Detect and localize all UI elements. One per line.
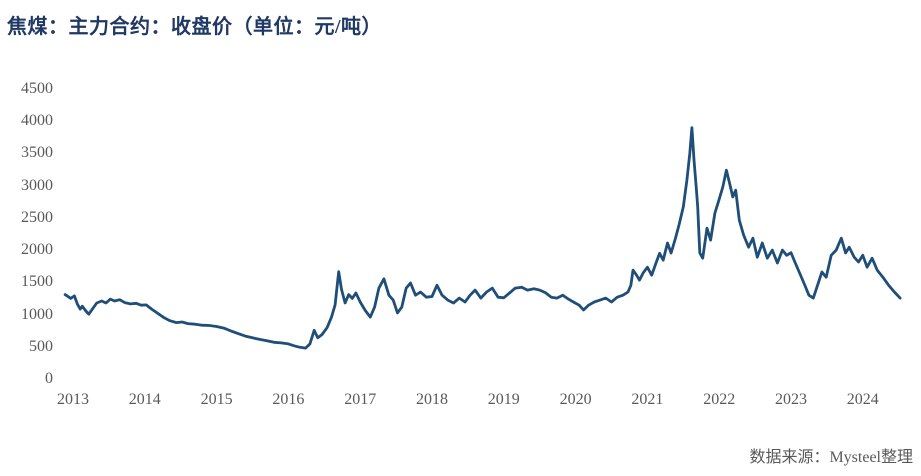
y-tick-label: 1000 <box>21 305 53 323</box>
x-tick-label: 2021 <box>631 391 664 408</box>
y-tick-label: 3000 <box>21 176 53 194</box>
y-tick-label: 0 <box>45 370 53 387</box>
x-tick-label: 2020 <box>559 391 592 408</box>
chart-title: 焦煤：主力合约：收盘价（单位：元/吨） <box>7 16 383 38</box>
y-tick-label: 2500 <box>21 208 53 226</box>
y-tick-label: 4000 <box>21 112 53 130</box>
x-tick-label: 2019 <box>487 391 520 408</box>
y-tick-label: 1500 <box>21 273 53 291</box>
x-tick-label: 2013 <box>57 391 89 408</box>
x-tick-label: 2018 <box>416 391 448 408</box>
data-source-note: 数据来源：Mysteel整理 <box>749 449 913 466</box>
y-tick-label: 4500 <box>21 80 53 97</box>
x-tick-label: 2015 <box>200 391 233 408</box>
x-tick-label: 2014 <box>128 391 161 408</box>
x-tick-label: 2024 <box>846 391 879 408</box>
x-tick-label: 2022 <box>703 391 736 408</box>
x-tick-label: 2016 <box>272 391 305 408</box>
x-tick-label: 2023 <box>775 391 807 408</box>
price-line <box>63 126 902 350</box>
y-tick-label: 3500 <box>21 144 53 162</box>
x-tick-label: 2017 <box>344 391 377 408</box>
y-tick-label: 2000 <box>21 241 53 259</box>
y-tick-label: 500 <box>29 337 53 355</box>
